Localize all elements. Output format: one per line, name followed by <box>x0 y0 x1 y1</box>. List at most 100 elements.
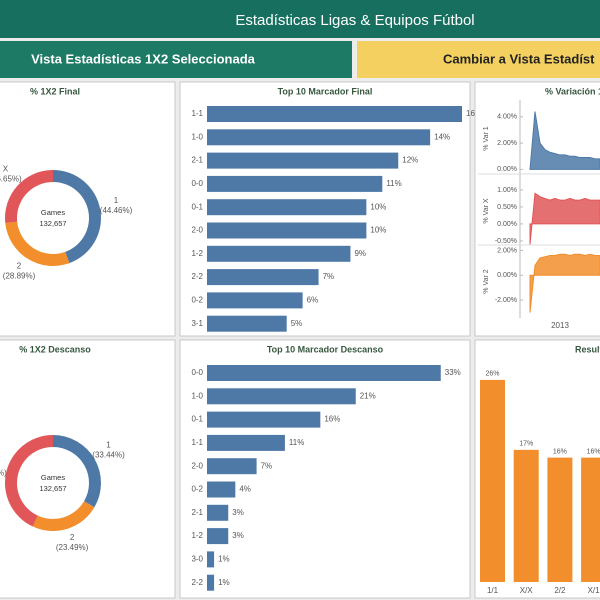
category-label: 2-0 <box>191 461 203 470</box>
bar <box>581 457 600 582</box>
donut-segment <box>53 170 102 264</box>
bar <box>207 292 303 309</box>
bar <box>207 411 321 428</box>
category-label: 0-1 <box>191 415 203 424</box>
bar <box>207 388 356 405</box>
y-axis-label: % Var 2 <box>483 269 490 293</box>
bar-value-label: 10% <box>370 202 386 211</box>
bar <box>207 245 351 262</box>
bar-value-label: 11% <box>289 438 304 447</box>
category-label: 2-2 <box>191 578 203 587</box>
bar-value-label: 14% <box>434 132 450 141</box>
bar <box>207 152 399 169</box>
category-label: 1-1 <box>191 109 203 118</box>
bar <box>207 175 383 192</box>
area <box>529 111 600 170</box>
bar-value-label: 16% <box>553 448 567 455</box>
bar <box>207 222 367 239</box>
x-tick-label: 2013 <box>551 321 569 330</box>
bar <box>207 199 367 216</box>
bar-value-label: 7% <box>323 272 335 281</box>
bar-value-label: 3% <box>232 508 244 517</box>
category-label: 0-0 <box>191 179 203 188</box>
bar <box>207 481 236 498</box>
bar-value-label: 33% <box>445 368 461 377</box>
center-label: Games <box>41 473 65 482</box>
center-total: 132,657 <box>39 219 66 228</box>
bar-value-label: 16% <box>466 109 482 118</box>
bar-value-label: 1% <box>218 555 230 564</box>
bar <box>207 129 431 146</box>
header-title: Estadísticas Ligas & Equipos Fútbol <box>235 12 474 29</box>
bar-value-label: 9% <box>354 249 366 258</box>
y-tick-label: 4.00% <box>497 114 517 121</box>
bar <box>207 365 441 381</box>
segment-value-label: (33.44%) <box>92 450 125 459</box>
segment-label: X <box>3 164 9 173</box>
category-label: 1-2 <box>191 249 203 258</box>
category-label: 0-2 <box>191 485 203 494</box>
bar <box>207 315 287 332</box>
panel-title: Result <box>575 344 600 354</box>
segment-label: 2 <box>70 533 75 542</box>
bar-value-label: 4% <box>239 485 251 494</box>
y-tick-label: 0.00% <box>497 221 517 228</box>
panel <box>0 81 176 337</box>
bar <box>207 434 285 451</box>
bar-value-label: 1% <box>218 578 230 587</box>
segment-label: 1 <box>114 196 119 205</box>
button-label[interactable]: Vista Estadísticas 1X2 Seleccionada <box>31 51 256 66</box>
bar-value-label: 26% <box>485 371 499 378</box>
x-tick-label: 1/1 <box>487 586 499 595</box>
bar-value-label: 6% <box>307 296 319 305</box>
category-label: 2-2 <box>191 272 203 281</box>
bar-value-label: 21% <box>360 391 376 400</box>
y-tick-label: 0.50% <box>497 204 517 211</box>
bar-value-label: 12% <box>402 156 418 165</box>
bar-value-label: 3% <box>232 531 244 540</box>
y-tick-label: 0.00% <box>497 272 517 279</box>
y-tick-label: 2.00% <box>497 247 517 254</box>
donut-segment <box>32 501 95 531</box>
header-bar <box>0 0 600 38</box>
category-label: 2-1 <box>191 156 203 165</box>
panel-title: % Variación 1X <box>545 86 600 96</box>
panel-title: Top 10 Marcador Descanso <box>267 344 384 354</box>
center-total: 132,657 <box>39 484 66 493</box>
bar-value-label: 16% <box>587 448 600 455</box>
segment-value-label: (26.65%) <box>0 174 22 183</box>
bar <box>547 457 573 582</box>
y-tick-label: 1.00% <box>497 187 517 194</box>
bar <box>207 269 319 286</box>
bar <box>207 106 462 122</box>
y-tick-label: -2.00% <box>495 297 517 304</box>
donut-segment <box>53 435 101 508</box>
bar-value-label: 10% <box>370 226 386 235</box>
category-label: 0-1 <box>191 202 203 211</box>
bar-value-label: 5% <box>291 319 303 328</box>
button-switch[interactable] <box>357 41 600 78</box>
button-label[interactable]: Cambiar a Vista Estadíst <box>443 51 595 66</box>
category-label: 3-0 <box>191 555 203 564</box>
bar <box>207 458 257 475</box>
segment-value-label: (23.49%) <box>56 543 89 552</box>
category-label: 0-0 <box>191 368 203 377</box>
donut-segment <box>4 170 54 223</box>
bar <box>480 379 505 582</box>
category-label: 2-1 <box>191 508 203 517</box>
category-label: 1-1 <box>191 438 203 447</box>
bar-value-label: 16% <box>324 415 340 424</box>
bar <box>207 504 229 521</box>
y-axis-label: % Var X <box>483 198 490 223</box>
bar-value-label: 17% <box>519 441 533 448</box>
segment-label: 1 <box>106 440 111 449</box>
segment-label: 2 <box>17 261 22 270</box>
panel-title: % 1X2 Final <box>30 86 80 96</box>
bar-value-label: 11% <box>386 179 401 188</box>
segment-value-label: (28.89%) <box>3 271 36 280</box>
panel-title: Top 10 Marcador Final <box>278 86 373 96</box>
button-selected[interactable] <box>0 41 352 78</box>
area <box>529 192 600 245</box>
